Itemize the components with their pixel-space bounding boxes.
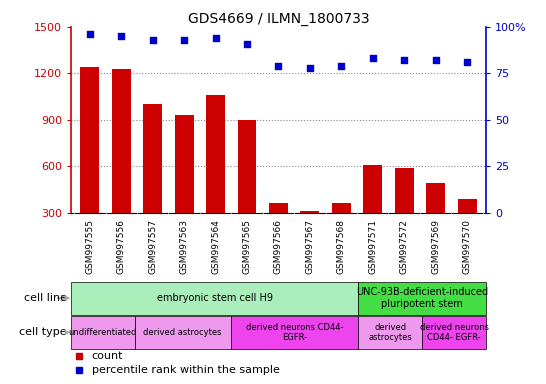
Bar xyxy=(80,67,99,259)
Point xyxy=(211,35,220,41)
Text: GSM997565: GSM997565 xyxy=(242,219,252,274)
Bar xyxy=(332,203,351,259)
Point xyxy=(400,57,408,63)
Text: percentile rank within the sample: percentile rank within the sample xyxy=(92,364,280,375)
Text: GSM997564: GSM997564 xyxy=(211,219,220,274)
Point xyxy=(117,33,126,39)
Bar xyxy=(422,316,486,349)
Text: undifferentiated: undifferentiated xyxy=(69,328,137,337)
Point xyxy=(274,63,283,69)
Text: GSM997567: GSM997567 xyxy=(305,219,314,274)
Text: GSM997571: GSM997571 xyxy=(368,219,377,274)
Text: derived neurons CD44-
EGFR-: derived neurons CD44- EGFR- xyxy=(246,323,343,342)
Bar xyxy=(358,282,486,314)
Text: GSM997570: GSM997570 xyxy=(462,219,472,274)
Text: cell type: cell type xyxy=(19,327,67,337)
Text: derived neurons
CD44- EGFR-: derived neurons CD44- EGFR- xyxy=(419,323,489,342)
Bar xyxy=(300,211,319,259)
Text: GSM997568: GSM997568 xyxy=(337,219,346,274)
Point xyxy=(306,65,314,71)
Text: GSM997556: GSM997556 xyxy=(117,219,126,274)
Bar xyxy=(71,316,135,349)
Bar xyxy=(363,165,382,259)
Bar xyxy=(426,183,445,259)
Point xyxy=(180,37,188,43)
Bar xyxy=(458,199,477,259)
Point xyxy=(337,63,346,69)
Bar xyxy=(175,115,194,259)
Bar xyxy=(206,95,225,259)
Bar xyxy=(71,282,358,314)
Point xyxy=(369,55,377,61)
Bar xyxy=(269,203,288,259)
Bar xyxy=(395,168,414,259)
Text: GSM997572: GSM997572 xyxy=(400,219,409,274)
Text: GSM997569: GSM997569 xyxy=(431,219,440,274)
Text: GSM997555: GSM997555 xyxy=(85,219,94,274)
Point xyxy=(242,41,251,47)
Bar xyxy=(238,120,257,259)
Bar xyxy=(230,316,358,349)
Text: embryonic stem cell H9: embryonic stem cell H9 xyxy=(157,293,272,303)
Bar xyxy=(143,104,162,259)
Point xyxy=(149,37,157,43)
Text: GSM997566: GSM997566 xyxy=(274,219,283,274)
Text: UNC-93B-deficient-induced
pluripotent stem: UNC-93B-deficient-induced pluripotent st… xyxy=(356,287,488,309)
Text: GSM997563: GSM997563 xyxy=(180,219,189,274)
Text: derived astrocytes: derived astrocytes xyxy=(144,328,222,337)
Point xyxy=(431,57,440,63)
Bar xyxy=(135,316,230,349)
Title: GDS4669 / ILMN_1800733: GDS4669 / ILMN_1800733 xyxy=(188,12,369,26)
Bar xyxy=(112,69,130,259)
Point xyxy=(86,31,94,37)
Text: GSM997557: GSM997557 xyxy=(148,219,157,274)
Text: count: count xyxy=(92,351,123,361)
Text: cell line: cell line xyxy=(24,293,67,303)
Bar xyxy=(358,316,422,349)
Point xyxy=(462,59,471,65)
Text: derived
astrocytes: derived astrocytes xyxy=(369,323,412,342)
